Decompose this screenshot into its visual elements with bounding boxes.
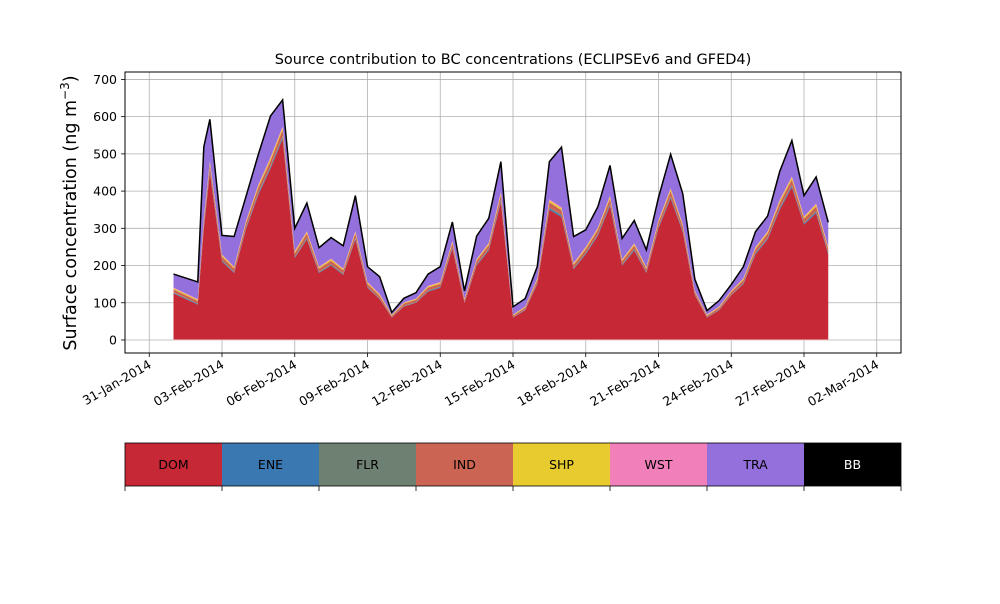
y-axis-label-main: Surface concentration (ng m [61, 100, 81, 351]
legend-label-ene: ENE [258, 457, 283, 472]
y-axis-label: Surface concentration (ng m−3) [58, 75, 81, 350]
legend-swatch-ene [222, 443, 319, 486]
y-axis: 0 100 200 300 400 500 600 700 [93, 72, 125, 347]
legend-swatch-wst [610, 443, 707, 486]
legend-swatch-ind [416, 443, 513, 486]
y-tick-label: 500 [93, 146, 117, 161]
chart-title: Source contribution to BC concentrations… [275, 52, 752, 68]
legend-label-bb: BB [844, 457, 861, 472]
legend-label-dom: DOM [158, 457, 188, 472]
legend-swatch-shp [513, 443, 610, 486]
stacked-areas [173, 97, 829, 341]
y-tick-label: 700 [93, 72, 117, 87]
legend-label-tra: TRA [742, 457, 768, 472]
y-tick-label: 600 [93, 109, 117, 124]
legend-swatch-dom [125, 443, 222, 486]
legend-swatch-flr [319, 443, 416, 486]
area-tra [173, 100, 829, 315]
legend-swatch-bb [804, 443, 901, 486]
y-tick-label: 200 [93, 258, 117, 273]
total-outline [173, 97, 829, 314]
legend-label-flr: FLR [356, 457, 379, 472]
legend: DOM ENE FLR IND SHP WST TRA BB [124, 442, 902, 491]
y-tick-label: 0 [109, 332, 117, 347]
y-tick-label: 100 [93, 295, 117, 310]
y-axis-label-exponent: −3 [58, 82, 72, 100]
legend-swatch-tra [707, 443, 804, 486]
y-tick-label: 300 [93, 221, 117, 236]
y-tick-label: 400 [93, 184, 117, 199]
legend-label-wst: WST [645, 457, 673, 472]
legend-label-ind: IND [453, 457, 476, 472]
y-axis-label-close: ) [61, 75, 81, 82]
legend-label-shp: SHP [549, 457, 574, 472]
area-dom [173, 138, 829, 340]
